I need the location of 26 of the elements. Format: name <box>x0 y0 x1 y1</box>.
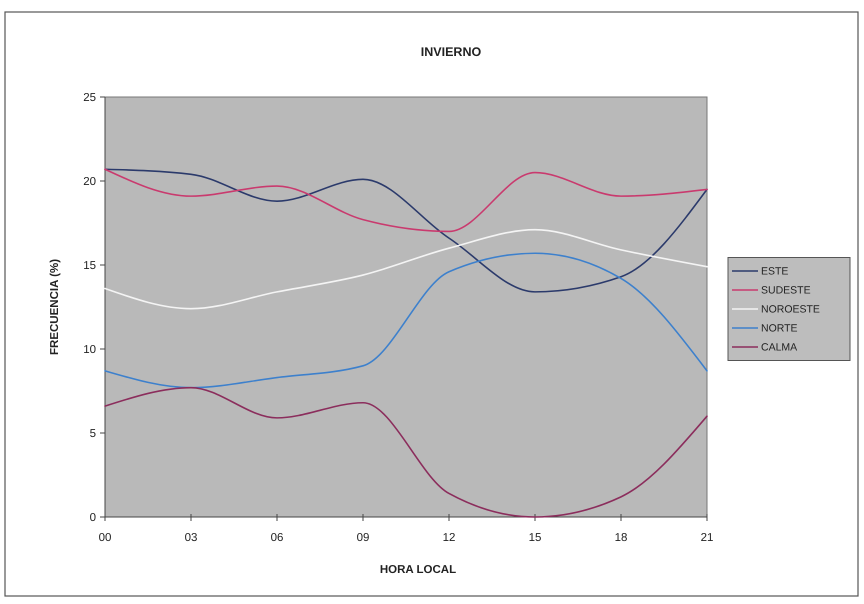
y-tick-label: 20 <box>83 176 96 188</box>
chart-title: INVIERNO <box>420 45 482 59</box>
y-axis-title: FRECUENCIA (%) <box>49 258 61 356</box>
legend-label: ESTE <box>761 266 788 278</box>
y-tick-label: 5 <box>90 428 96 440</box>
y-tick-label: 0 <box>90 512 96 524</box>
legend-label: SUDESTE <box>761 284 811 297</box>
legend-label: CALMA <box>761 342 798 354</box>
y-tick-label: 10 <box>83 344 96 356</box>
x-tick-label: 09 <box>356 532 370 544</box>
x-tick-label: 00 <box>98 532 112 544</box>
line-series <box>104 168 708 293</box>
x-tick-label: 15 <box>528 532 542 544</box>
y-tick-label: 15 <box>83 260 96 272</box>
x-axis-title: HORA LOCAL <box>380 564 456 576</box>
line-series <box>104 168 708 232</box>
legend-label: NOROESTE <box>761 304 820 316</box>
x-tick-label: 06 <box>270 532 284 544</box>
x-tick-label: 21 <box>700 532 714 544</box>
legend-label: NORTE <box>761 322 798 335</box>
x-tick-label: 03 <box>184 532 198 544</box>
line-series <box>104 252 708 388</box>
line-series <box>104 228 708 310</box>
x-tick-label: 18 <box>614 532 628 544</box>
y-tick-label: 25 <box>83 92 96 104</box>
x-tick-label: 12 <box>442 532 456 544</box>
